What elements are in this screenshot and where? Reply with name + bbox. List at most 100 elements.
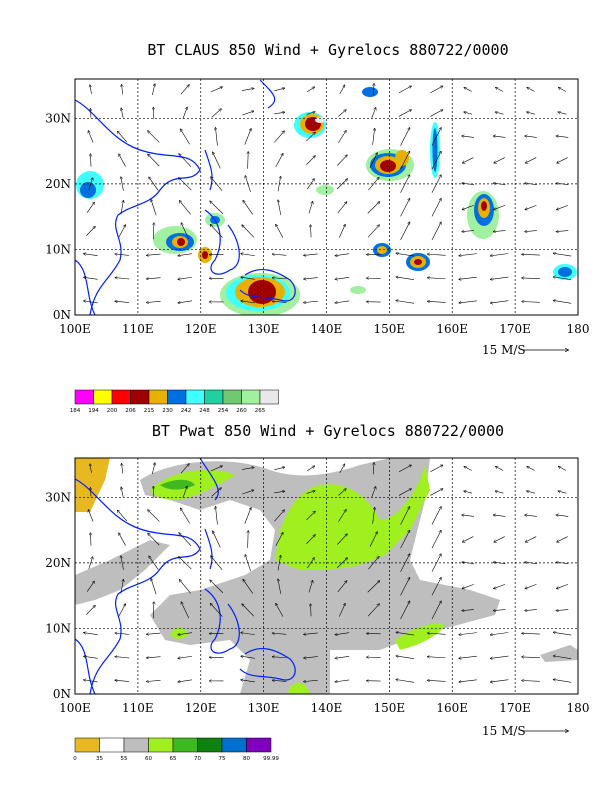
wind-vector <box>90 533 91 546</box>
colorbar-label: 260 <box>236 408 247 414</box>
wind-vector <box>431 151 441 170</box>
wind-vector <box>272 301 287 302</box>
x-tick-label: 130E <box>248 322 280 336</box>
wind-vector <box>274 112 284 115</box>
wind-vector <box>211 109 221 118</box>
wind-vector <box>274 131 284 143</box>
wind-vector <box>304 300 318 302</box>
wind-vector <box>211 488 221 497</box>
wind-vector <box>464 491 473 494</box>
wind-vector <box>396 656 415 659</box>
wind-vector <box>179 201 191 215</box>
wind-vectors-bottom <box>84 463 572 683</box>
wind-vector <box>400 601 410 620</box>
colorbar-label: 70 <box>194 756 201 762</box>
wind-vector <box>522 657 540 658</box>
wind-vector <box>306 112 315 115</box>
wind-vector <box>310 604 311 617</box>
x-tick-label: 180 <box>567 322 590 336</box>
colorbar-swatch <box>111 389 131 405</box>
wind-vector <box>84 656 98 659</box>
wind-vector <box>215 507 218 525</box>
wind-vector <box>84 680 98 683</box>
wind-vector <box>495 112 504 115</box>
pwat-fields <box>75 458 578 694</box>
wind-vector <box>272 633 287 634</box>
wind-vector <box>90 154 91 167</box>
wind-vector <box>242 225 255 238</box>
wind-vector <box>115 254 130 255</box>
wind-vector <box>525 515 537 516</box>
wind-vector <box>556 183 569 185</box>
wind-vector <box>147 254 161 255</box>
wind-vector <box>147 680 161 681</box>
wind-vector <box>121 487 124 497</box>
wind-vector <box>210 466 222 472</box>
wind-vector <box>553 300 572 304</box>
wind-vector <box>147 301 161 302</box>
wind-vector <box>179 154 192 167</box>
wind-vector <box>337 202 347 214</box>
wind-vector <box>118 131 128 143</box>
colorbar-swatch <box>197 737 223 753</box>
wind-vector <box>367 604 379 617</box>
wind-vector <box>180 129 190 145</box>
wind-vector <box>525 157 537 163</box>
wind-vector <box>462 584 474 588</box>
wind-vector <box>119 154 126 167</box>
wind-vector <box>241 680 255 683</box>
wind-vector <box>181 602 190 619</box>
wind-vector <box>525 136 537 137</box>
wind-vector <box>307 179 314 190</box>
wind-vector <box>430 86 442 94</box>
x-tick-label: 110E <box>122 701 154 715</box>
wind-vector <box>213 531 221 548</box>
colorbar-swatch <box>74 389 94 405</box>
colorbar-label: 265 <box>255 408 266 414</box>
wind-vector <box>148 510 160 522</box>
wind-vector <box>241 277 255 280</box>
wind-vector <box>122 85 123 95</box>
wind-vector <box>178 253 192 256</box>
colorbar-swatch <box>241 389 261 405</box>
wind-vector <box>338 225 345 238</box>
wind-vector <box>180 85 189 95</box>
wind-vector <box>88 131 94 143</box>
colorbar-label: 55 <box>121 756 128 762</box>
colorbar-label: 80 <box>243 756 250 762</box>
wind-vector <box>431 530 441 549</box>
wind-vector <box>178 679 192 682</box>
wind-vector <box>431 578 441 596</box>
wind-vector <box>490 655 509 658</box>
wind-vector <box>179 580 191 594</box>
x-tick-label: 120E <box>185 701 217 715</box>
colorbar-label: 65 <box>170 756 177 762</box>
wind-vector <box>368 557 379 570</box>
wind-vector <box>494 157 505 163</box>
wind-vector <box>462 562 474 564</box>
colorbar-swatch <box>222 389 242 405</box>
wind-vector <box>462 231 474 232</box>
wind-vector <box>86 227 95 236</box>
x-tick-label: 180 <box>567 701 590 715</box>
wind-vector <box>149 177 159 191</box>
wind-vector <box>335 632 350 635</box>
wind-vector <box>242 490 253 495</box>
wind-vector <box>148 131 160 143</box>
wind-vector <box>372 508 375 524</box>
wind-vector <box>400 222 410 241</box>
wind-vector <box>367 581 380 593</box>
x-ticks-top: 100E 110E 120E 130E 140E 150E 160E 170E 180 <box>59 322 589 336</box>
wind-vector <box>400 554 410 572</box>
wind-vector <box>496 88 504 92</box>
colorbar-swatch <box>246 737 272 753</box>
wind-vector <box>151 579 157 595</box>
wind-vector <box>559 88 567 92</box>
wind-vector <box>525 536 537 542</box>
wind-vector <box>182 486 187 499</box>
wind-vector <box>86 606 95 615</box>
colorbar-swatch <box>221 737 247 753</box>
wind-vector <box>459 253 477 256</box>
wind-vector <box>431 199 441 217</box>
